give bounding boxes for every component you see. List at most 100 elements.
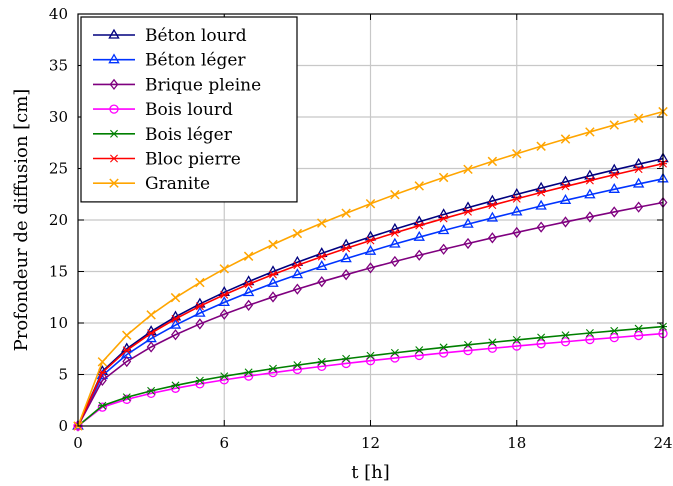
data-point	[97, 357, 108, 367]
data-point	[632, 157, 645, 168]
legend-marker	[108, 53, 120, 64]
data-point	[438, 348, 449, 358]
data-point	[463, 164, 473, 175]
data-point	[390, 348, 399, 357]
data-point	[634, 165, 643, 174]
data-point	[610, 326, 619, 335]
data-point	[242, 286, 255, 297]
data-point	[439, 243, 449, 255]
data-point	[292, 283, 302, 295]
data-point	[195, 302, 204, 311]
data-point	[633, 113, 644, 123]
data-point	[486, 211, 499, 222]
data-point	[291, 268, 304, 279]
data-point	[512, 226, 522, 239]
data-point	[390, 189, 400, 200]
data-point	[244, 368, 253, 377]
data-point	[511, 205, 523, 216]
legend-item: Bois lourd	[93, 100, 233, 120]
data-point	[438, 172, 449, 183]
data-point	[366, 236, 375, 245]
data-point	[536, 221, 546, 233]
data-point	[561, 216, 570, 228]
data-point	[171, 329, 180, 341]
data-point	[268, 291, 278, 303]
data-point	[414, 350, 424, 361]
data-point	[585, 329, 594, 337]
data-point	[609, 332, 619, 343]
data-point	[537, 188, 546, 197]
data-point	[98, 401, 107, 410]
data-point	[561, 331, 570, 340]
x-tick-label: 12	[361, 434, 380, 452]
series-line	[77, 332, 664, 427]
data-point	[122, 355, 132, 368]
series-granite	[73, 106, 668, 431]
data-point	[342, 354, 351, 363]
legend-marker	[109, 178, 119, 188]
data-point	[585, 211, 595, 223]
data-point	[559, 175, 572, 186]
data-point	[464, 207, 472, 216]
data-point	[535, 199, 547, 210]
data-point	[219, 264, 229, 274]
data-point	[535, 181, 547, 192]
data-point	[365, 198, 376, 209]
data-point	[195, 376, 204, 385]
data-point	[366, 262, 375, 274]
data-point	[413, 230, 425, 241]
data-point	[512, 149, 522, 159]
data-point	[194, 306, 206, 317]
ticks: 0 6 12 18 24 0 5 10 15 20 25 30 35 40	[49, 5, 673, 452]
data-point	[316, 260, 328, 271]
data-point	[293, 261, 302, 270]
data-point	[537, 333, 546, 342]
y-tick-label: 0	[58, 417, 68, 435]
legend: Béton lourd Béton léger Brique pleine Bois …	[80, 16, 298, 203]
data-point	[170, 292, 181, 303]
data-point	[341, 269, 351, 281]
legend-item: Bloc pierre	[93, 150, 241, 170]
data-point	[512, 341, 522, 351]
x-tick-label: 6	[219, 434, 229, 452]
data-point	[122, 393, 131, 402]
data-point	[559, 194, 572, 204]
data-point	[415, 221, 424, 230]
data-point	[585, 176, 594, 185]
data-point	[169, 318, 182, 329]
data-point	[147, 386, 156, 395]
data-point	[634, 201, 644, 213]
series-line	[77, 201, 664, 427]
data-point	[317, 252, 326, 261]
data-point	[269, 270, 277, 279]
data-point	[486, 194, 499, 205]
data-point	[487, 232, 497, 244]
series-bois-leger	[74, 322, 667, 430]
data-point	[170, 383, 181, 393]
data-point	[464, 340, 472, 349]
data-point	[171, 314, 180, 323]
y-tick-label: 5	[58, 366, 68, 384]
data-point	[633, 330, 644, 341]
data-point	[220, 290, 229, 299]
data-point	[220, 372, 229, 381]
data-point	[487, 343, 498, 353]
data-point	[584, 169, 596, 180]
y-tick-label: 20	[49, 211, 68, 229]
data-point	[488, 338, 497, 347]
data-point	[536, 141, 546, 151]
y-tick-label: 15	[49, 263, 68, 281]
data-point	[463, 237, 473, 250]
data-point	[609, 206, 619, 218]
series-layer	[72, 106, 669, 432]
data-point	[317, 357, 326, 366]
data-point	[269, 364, 277, 373]
data-point	[439, 214, 448, 223]
data-point	[292, 228, 303, 239]
data-point	[146, 341, 156, 353]
data-point	[632, 177, 645, 188]
legend-label: Béton lourd	[145, 26, 247, 46]
legend-label: Brique pleine	[145, 75, 261, 95]
legend-item: Brique pleine	[93, 75, 261, 95]
